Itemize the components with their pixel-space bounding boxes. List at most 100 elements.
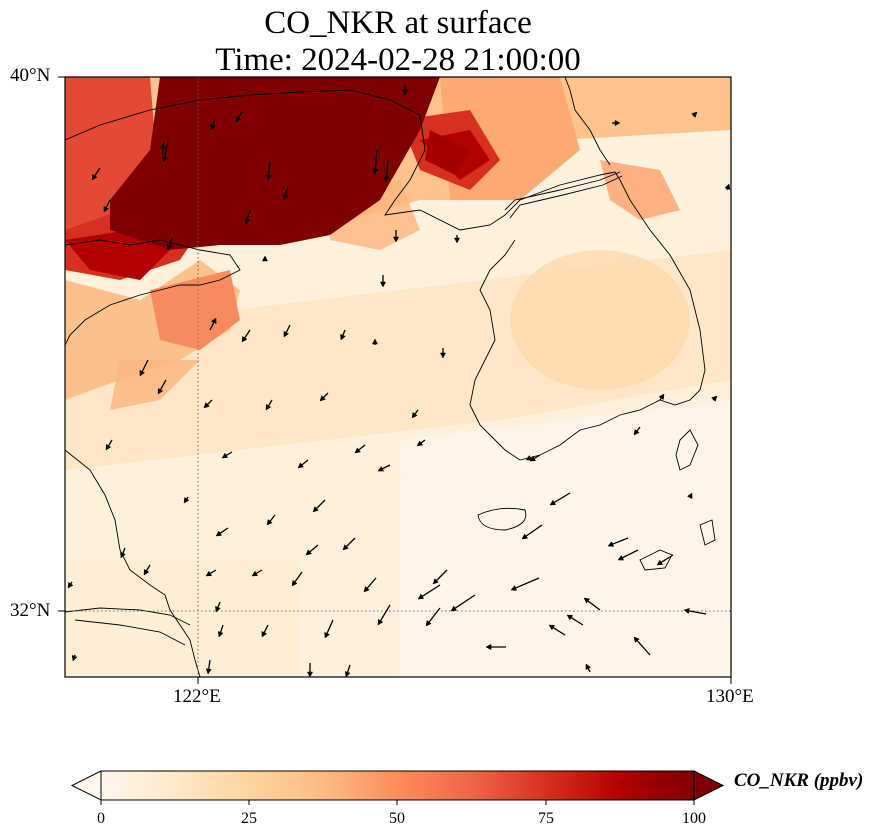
- wind-arrow-head: [205, 570, 213, 577]
- wind-arrow-head: [686, 492, 693, 500]
- wind-arrow-head: [432, 578, 439, 585]
- wind-arrow-head: [215, 606, 221, 613]
- wind-arrow-head: [251, 570, 259, 577]
- wind-arrow-head: [383, 176, 390, 183]
- wind-arrow-shaft: [686, 609, 707, 615]
- wind-arrow-head: [67, 581, 74, 589]
- map-title-line2: Time: 2024-02-28 21:00:00: [215, 42, 581, 78]
- wind-arrow-head: [157, 387, 164, 395]
- wind-arrow-shaft: [293, 571, 303, 584]
- wind-arrow-head: [241, 335, 248, 343]
- wind-arrow-head: [417, 593, 425, 600]
- wind-arrow-head: [203, 402, 210, 409]
- wind-arrow-head: [363, 586, 370, 593]
- wind-arrow-head: [583, 597, 591, 604]
- wind-arrow-shaft: [513, 577, 540, 590]
- wind-arrow-shaft: [163, 139, 169, 160]
- wind-arrow-shaft: [344, 537, 356, 549]
- wind-arrow-head: [215, 530, 223, 537]
- wind-arrow-head: [265, 174, 272, 181]
- wind-arrow-head: [221, 452, 229, 459]
- wind-arrow-head: [261, 630, 268, 638]
- wind-arrow-head: [521, 533, 529, 540]
- wind-arrow-head: [453, 237, 461, 244]
- wind-arrow-head: [344, 671, 351, 677]
- wind-arrow-head: [139, 369, 146, 377]
- wind-arrow-head: [266, 519, 273, 526]
- wind-arrow-head: [724, 183, 731, 190]
- wind-vectors: [67, 85, 731, 677]
- wind-arrow-shaft: [267, 161, 271, 178]
- wind-arrow-head: [105, 443, 112, 451]
- wind-arrow-head: [283, 330, 290, 338]
- wind-arrow-head: [607, 541, 614, 547]
- wind-arrow-shaft: [453, 594, 476, 610]
- wind-arrow-shaft: [620, 549, 639, 560]
- wind-arrow-head: [354, 447, 361, 454]
- wind-arrow-head: [425, 620, 432, 627]
- wind-arrow-head: [103, 205, 110, 213]
- wind-arrow-head: [120, 552, 126, 559]
- wind-arrow-head: [633, 636, 640, 643]
- wind-arrow-head: [210, 317, 217, 325]
- wind-arrow-head: [217, 631, 224, 638]
- wind-arrow-head: [392, 236, 400, 243]
- lon-tick-130: 130°E: [706, 686, 754, 707]
- lon-tick-122: 122°E: [173, 686, 221, 707]
- wind-arrow-head: [377, 465, 385, 472]
- wind-arrow-head: [244, 218, 251, 225]
- wind-arrow-head: [585, 663, 592, 671]
- wind-arrow-head: [416, 440, 424, 447]
- wind-arrow-head: [166, 244, 173, 251]
- wind-arrow-shaft: [659, 554, 674, 564]
- wind-arrow-head: [265, 403, 272, 411]
- gridlines: [65, 77, 731, 677]
- concentration-field: [65, 77, 731, 677]
- wind-arrow-head: [548, 624, 556, 631]
- wind-arrow-shaft: [374, 149, 378, 172]
- wind-arrow-shaft: [524, 524, 543, 538]
- wind-arrow-shaft: [552, 492, 571, 505]
- wind-arrow-shaft: [427, 607, 441, 625]
- wind-arrow-head: [342, 544, 349, 551]
- colorbar: [70, 770, 725, 805]
- wind-arrow-head: [235, 115, 242, 123]
- wind-arrow-head: [566, 614, 574, 621]
- colorbar-tick-25: 25: [241, 810, 257, 827]
- wind-arrow-head: [205, 668, 212, 675]
- wind-arrow-shaft: [325, 619, 334, 636]
- wind-arrow-shaft: [434, 569, 448, 583]
- wind-arrow-head: [411, 411, 418, 419]
- wind-arrow-head: [91, 173, 98, 181]
- wind-arrow-shaft: [140, 359, 149, 374]
- wind-arrow-shaft: [610, 537, 629, 546]
- wind-arrow-head: [614, 119, 621, 127]
- wind-arrow-head: [450, 605, 458, 612]
- wind-arrow-head: [324, 631, 330, 639]
- wind-arrow-head: [683, 607, 690, 614]
- colorbar-tick-0: 0: [97, 810, 105, 827]
- wind-arrow-head: [549, 499, 557, 506]
- wind-arrow-head: [312, 506, 319, 513]
- wind-arrow-head: [159, 142, 167, 149]
- colorbar-label: CO_NKR (ppbv): [734, 770, 864, 791]
- wind-arrow-head: [401, 89, 409, 96]
- wind-arrow-head: [340, 334, 346, 341]
- wind-arrow-shaft: [586, 599, 601, 611]
- wind-arrow-head: [183, 496, 190, 504]
- wind-arrow-head: [377, 618, 384, 626]
- wind-arrow-head: [656, 559, 664, 566]
- wind-arrow-head: [658, 393, 665, 401]
- wind-arrow-head: [71, 655, 78, 662]
- lat-tick-32: 32°N: [10, 600, 51, 621]
- wind-arrow-head: [372, 168, 379, 175]
- wind-arrow-shaft: [314, 499, 326, 511]
- wind-arrow-shaft: [365, 577, 377, 591]
- wind-arrow-shaft: [569, 616, 584, 626]
- wind-arrow-head: [691, 111, 698, 118]
- colorbar-tick-50: 50: [389, 810, 405, 827]
- colorbar-tick-100: 100: [682, 810, 706, 827]
- wind-arrow-shaft: [635, 638, 651, 656]
- map-title-line1: CO_NKR at surface: [264, 5, 532, 41]
- wind-arrow-head: [711, 395, 718, 402]
